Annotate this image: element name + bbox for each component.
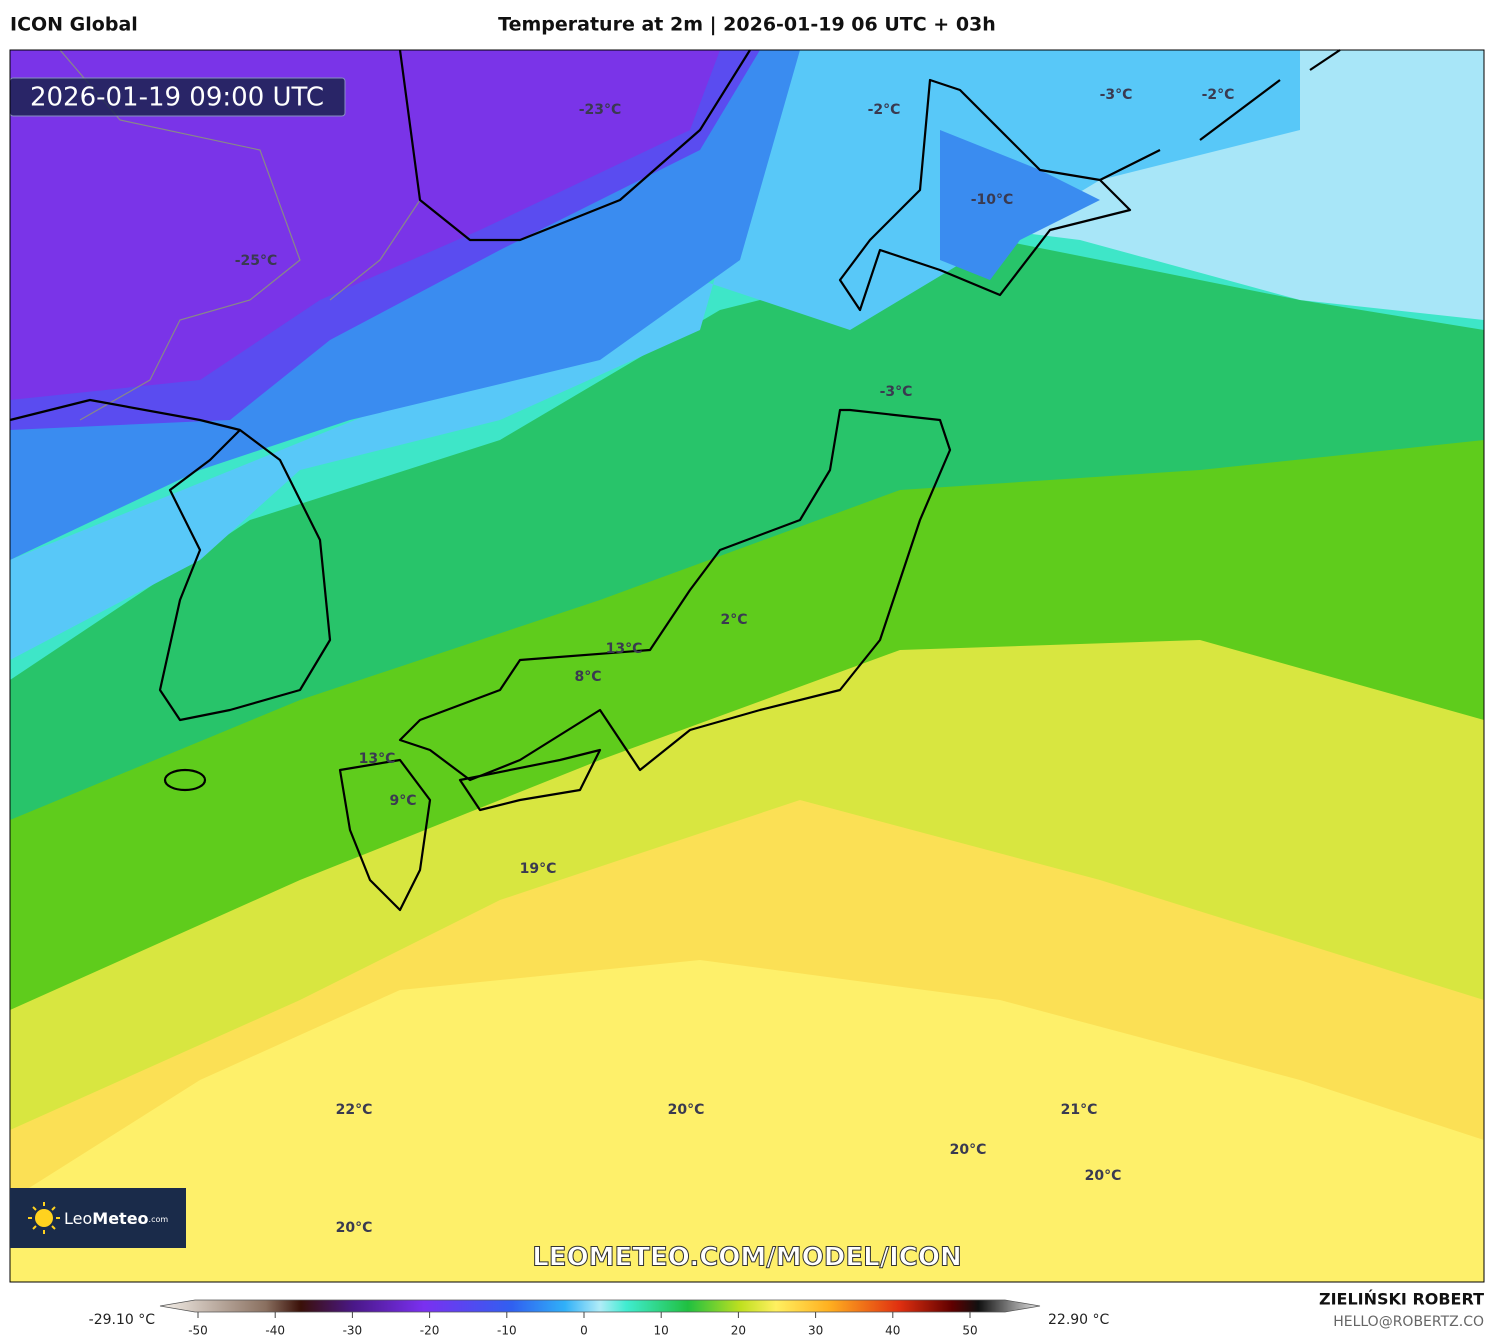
- colorbar-tick-label: -30: [343, 1324, 363, 1338]
- temperature-label: -2°C: [1202, 87, 1235, 103]
- temperature-label: 8°C: [574, 669, 601, 685]
- temperature-label: 13°C: [359, 751, 396, 767]
- logo: LeoMeteo.com: [10, 1188, 186, 1248]
- temperature-label: -3°C: [880, 384, 913, 400]
- temperature-label: 21°C: [1061, 1102, 1098, 1118]
- colorbar-tick-label: 50: [962, 1324, 977, 1338]
- svg-text:LeoMeteo.com: LeoMeteo.com: [64, 1209, 168, 1228]
- temperature-label: -3°C: [1100, 87, 1133, 103]
- temperature-label: 22°C: [336, 1102, 373, 1118]
- temperature-label: -2°C: [868, 102, 901, 118]
- colorbar-tick-label: 0: [580, 1324, 588, 1338]
- logo-text: Leo: [64, 1209, 92, 1228]
- temperature-label: 2°C: [720, 612, 747, 628]
- contact: HELLO@ROBERTZ.CO: [1333, 1314, 1484, 1330]
- colorbar-max: 22.90 °C: [1048, 1312, 1110, 1328]
- watermark: LEOMETEO.COM/MODEL/ICON: [532, 1243, 962, 1273]
- temperature-label: 20°C: [668, 1102, 705, 1118]
- map: 2026-01-19 09:00 UTC -23°C -2°C -3°C -2°C -1…: [9, 49, 1485, 1283]
- author: ZIELIŃSKI ROBERT: [1319, 1290, 1484, 1309]
- colorbar-min: -29.10 °C: [89, 1312, 156, 1328]
- colorbar-tick-label: 10: [654, 1324, 669, 1338]
- colorbar: -29.10 °C 22.90 °C -50 -40 -30 -20 -10 0 10 20 3…: [89, 1299, 1110, 1338]
- colorbar-tick-label: -20: [420, 1324, 440, 1338]
- temperature-label: 9°C: [389, 793, 416, 809]
- colorbar-tick-label: -40: [265, 1324, 285, 1338]
- temperature-label: -25°C: [235, 253, 278, 269]
- temperature-labels: -23°C -2°C -3°C -2°C -10°C -25°C -3°C 2°C 13°C 8°…: [235, 87, 1235, 1236]
- colorbar-tick-label: -50: [188, 1324, 208, 1338]
- temperature-label: 20°C: [336, 1220, 373, 1236]
- temperature-label: 19°C: [520, 861, 557, 877]
- colorbar-tick-label: 30: [808, 1324, 823, 1338]
- model-name: ICON Global: [10, 14, 138, 36]
- temperature-label: -23°C: [579, 102, 622, 118]
- colorbar-tick-label: 40: [885, 1324, 900, 1338]
- valid-time: 2026-01-19 09:00 UTC: [30, 83, 324, 113]
- temperature-label: 13°C: [606, 641, 643, 657]
- colorbar-tick-label: -10: [497, 1324, 517, 1338]
- colorbar-tick-label: 20: [731, 1324, 746, 1338]
- logo-text: Meteo: [92, 1209, 148, 1228]
- temperature-label: 20°C: [1085, 1168, 1122, 1184]
- temperature-label: 20°C: [950, 1142, 987, 1158]
- map-title: Temperature at 2m | 2026-01-19 06 UTC + …: [498, 14, 996, 36]
- temperature-label: -10°C: [971, 192, 1014, 208]
- logo-text: .com: [149, 1215, 169, 1224]
